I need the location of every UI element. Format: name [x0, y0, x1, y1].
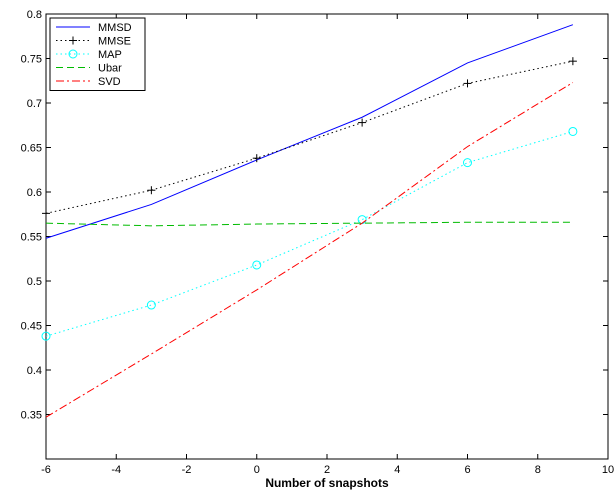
series-layer	[41, 24, 578, 418]
data-point-mmse	[252, 154, 261, 163]
series-line-map	[45, 131, 574, 337]
legend-label-svd: SVD	[98, 76, 121, 88]
legend-label-map: MAP	[98, 49, 122, 61]
x-tick-label: -6	[41, 464, 51, 476]
series-line-ubar	[45, 221, 573, 227]
data-point-mmse	[42, 209, 50, 218]
legend-item-svd: SVD	[56, 76, 121, 88]
x-tick-label: 0	[254, 464, 260, 476]
data-point-map	[146, 300, 156, 310]
y-tick-label: 0.65	[21, 143, 42, 155]
series-line-mmse	[45, 60, 573, 214]
y-tick-label: 0.5	[27, 276, 42, 288]
data-point-mmse	[358, 118, 367, 127]
x-tick-label: -2	[182, 464, 192, 476]
y-tick-label: 0.35	[21, 410, 42, 422]
x-tick-label: 8	[535, 464, 541, 476]
x-axis-title: Number of snapshots	[265, 476, 389, 490]
x-axis: -6 -4 -2 0 2 4 6 8 10	[41, 14, 614, 476]
y-tick-label: 0.4	[27, 365, 42, 377]
legend-item-mmsd: MMSD	[56, 22, 132, 34]
series-line-mmsd	[45, 24, 574, 239]
legend-label-mmse: MMSE	[98, 36, 131, 48]
legend-label-ubar: Ubar	[98, 63, 122, 75]
x-tick-label: 2	[324, 464, 330, 476]
data-point-map	[463, 158, 472, 168]
y-axis: 0.35 0.4 0.45 0.5 0.55 0.6 0.65 0.7 0.75 0.8	[21, 9, 608, 422]
legend-marker-mmse	[69, 36, 77, 45]
series-line-svd	[45, 82, 574, 418]
x-tick-label: 10	[602, 464, 614, 476]
data-point-map	[252, 260, 262, 270]
x-tick-label: -4	[111, 464, 121, 476]
x-tick-label: 4	[394, 464, 400, 476]
y-tick-label: 0.7	[27, 98, 42, 110]
y-tick-label: 0.55	[21, 232, 42, 244]
y-tick-label: 0.45	[21, 321, 42, 333]
series-mmse	[42, 57, 577, 218]
legend-item-mmse: MMSE	[56, 36, 131, 48]
data-point-mmse	[568, 57, 577, 66]
y-tick-label: 0.8	[27, 9, 42, 21]
legend-marker-map	[68, 49, 78, 59]
legend-label-mmsd: MMSD	[98, 22, 132, 34]
data-point-mmse	[463, 79, 472, 88]
legend-item-map: MAP	[56, 49, 122, 61]
series-map	[41, 126, 578, 341]
data-point-mmse	[147, 186, 156, 195]
series-mmsd	[45, 24, 574, 239]
data-point-map	[41, 331, 51, 341]
y-tick-label: 0.6	[27, 187, 42, 199]
series-ubar	[45, 221, 573, 227]
y-tick-label: 0.75	[21, 54, 42, 66]
data-point-map	[568, 126, 578, 136]
legend-item-ubar: Ubar	[56, 63, 122, 75]
series-svd	[45, 82, 574, 418]
x-tick-label: 6	[464, 464, 470, 476]
data-point-map	[357, 215, 367, 225]
